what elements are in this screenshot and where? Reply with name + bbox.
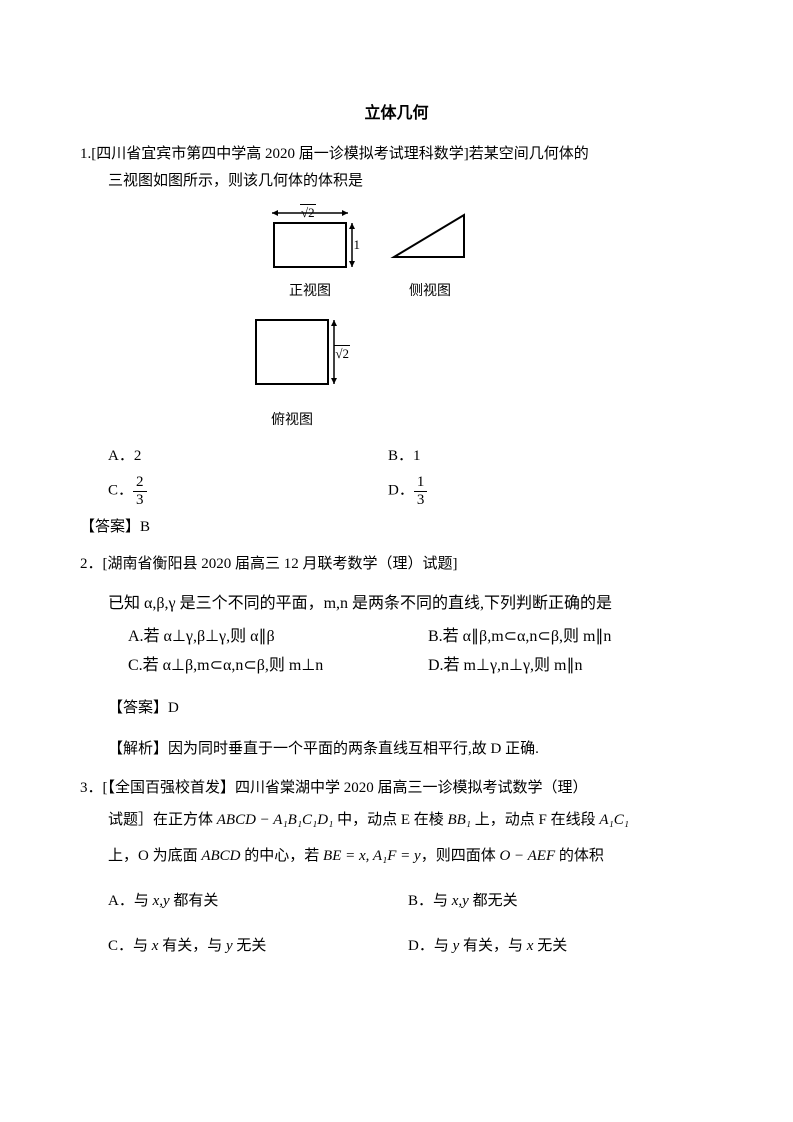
side-view-group: 侧视图: [384, 201, 476, 304]
q1-opt-a: A．2: [108, 443, 388, 470]
question-2: 2．[湖南省衡阳县 2020 届高三 12 月联考数学（理）试题] 已知 α,β…: [80, 551, 713, 762]
side-view-svg: [384, 201, 476, 263]
question-1: 1.[四川省宜宾市第四中学高 2020 届一诊模拟考试理科数学]若某空间几何体的…: [80, 141, 713, 541]
q2-opt-a: A.若 α⊥γ,β⊥γ,则 α∥β: [128, 623, 428, 652]
q2-answer: 【答案】D: [80, 695, 713, 722]
top-view-group: √2 俯视图: [246, 310, 338, 433]
q3-options-row1: A．与 x,y 都有关 B．与 x,y 都无关: [80, 888, 713, 915]
dim-sqrt2-top: √2: [300, 201, 316, 224]
top-view-svg: [246, 314, 338, 400]
three-views-diagram: √2 1 正视图 侧视图: [240, 201, 500, 433]
dim-sqrt2-side: √2: [334, 342, 350, 365]
q1-source: [四川省宜宾市第四中学高 2020 届一诊模拟考试理科数学]若某空间几何体的: [91, 146, 589, 162]
q3-opt-d: D．与 y 有关，与 x 无关: [408, 933, 713, 960]
q3-source: [【全国百强校首发】四川省棠湖中学 2020 届高三一诊模拟考试数学（理）: [103, 780, 588, 796]
q2-number: 2．: [80, 556, 103, 572]
q3-opt-a: A．与 x,y 都有关: [108, 888, 408, 915]
front-view: √2 1: [264, 205, 356, 277]
q1-answer: 【答案】B: [80, 514, 713, 541]
bb1: BB₁: [447, 812, 471, 828]
side-view: [384, 201, 476, 277]
q2-explain: 【解析】因为同时垂直于一个平面的两条直线互相平行,故 D 正确.: [80, 736, 713, 763]
q2-opt-d: D.若 m⊥γ,n⊥γ,则 m∥n: [428, 652, 713, 681]
q1-options-row2: C．23 D．13: [80, 474, 713, 508]
q1-options-row1: A．2 B．1: [80, 443, 713, 470]
q1-line1: 1.[四川省宜宾市第四中学高 2020 届一诊模拟考试理科数学]若某空间几何体的: [80, 141, 713, 168]
front-view-label: 正视图: [264, 279, 356, 304]
q2-line1: 2．[湖南省衡阳县 2020 届高三 12 月联考数学（理）试题]: [80, 551, 713, 578]
q1-line2: 三视图如图所示，则该几何体的体积是: [80, 168, 713, 195]
q3-options-row2: C．与 x 有关，与 y 无关 D．与 y 有关，与 x 无关: [80, 933, 713, 960]
q2-stem: 已知 α,β,γ 是三个不同的平面，m,n 是两条不同的直线,下列判断正确的是: [80, 590, 713, 619]
q2-source: [湖南省衡阳县 2020 届高三 12 月联考数学（理）试题]: [103, 556, 458, 572]
front-view-group: √2 1 正视图: [264, 205, 356, 304]
cube-name: ABCD − A₁B₁C₁D₁: [217, 812, 334, 828]
q3-line1: 3．[【全国百强校首发】四川省棠湖中学 2020 届高三一诊模拟考试数学（理）: [80, 775, 713, 802]
abcd: ABCD: [201, 848, 240, 864]
dim-one: 1: [354, 233, 361, 256]
question-3: 3．[【全国百强校首发】四川省棠湖中学 2020 届高三一诊模拟考试数学（理） …: [80, 775, 713, 960]
q3-number: 3．: [80, 780, 103, 796]
side-view-label: 侧视图: [384, 279, 476, 304]
top-view-label: 俯视图: [246, 408, 338, 433]
q3-opt-c: C．与 x 有关，与 y 无关: [108, 933, 408, 960]
q1-number: 1.: [80, 146, 91, 162]
q1-opt-d: D．13: [388, 474, 713, 508]
q1-opt-c: C．23: [108, 474, 388, 508]
oaef: O − AEF: [499, 848, 555, 864]
be-af: BE = x, A₁F = y: [323, 848, 421, 864]
q3-opt-b: B．与 x,y 都无关: [408, 888, 713, 915]
q3-line3: 上，O 为底面 ABCD 的中心，若 BE = x, A₁F = y，则四面体 …: [80, 838, 713, 874]
q2-opt-b: B.若 α∥β,m⊂α,n⊂β,则 m∥n: [428, 623, 713, 652]
q2-options: A.若 α⊥γ,β⊥γ,则 α∥β B.若 α∥β,m⊂α,n⊂β,则 m∥n …: [80, 623, 713, 681]
page-title: 立体几何: [80, 100, 713, 129]
q2-opt-c: C.若 α⊥β,m⊂α,n⊂β,则 m⊥n: [128, 652, 428, 681]
q1-opt-b: B．1: [388, 443, 713, 470]
top-view: √2: [246, 314, 338, 406]
ac1: A₁C₁: [599, 812, 629, 828]
q3-line2: 试题］在正方体 ABCD − A₁B₁C₁D₁ 中，动点 E 在棱 BB₁ 上，…: [80, 802, 713, 838]
